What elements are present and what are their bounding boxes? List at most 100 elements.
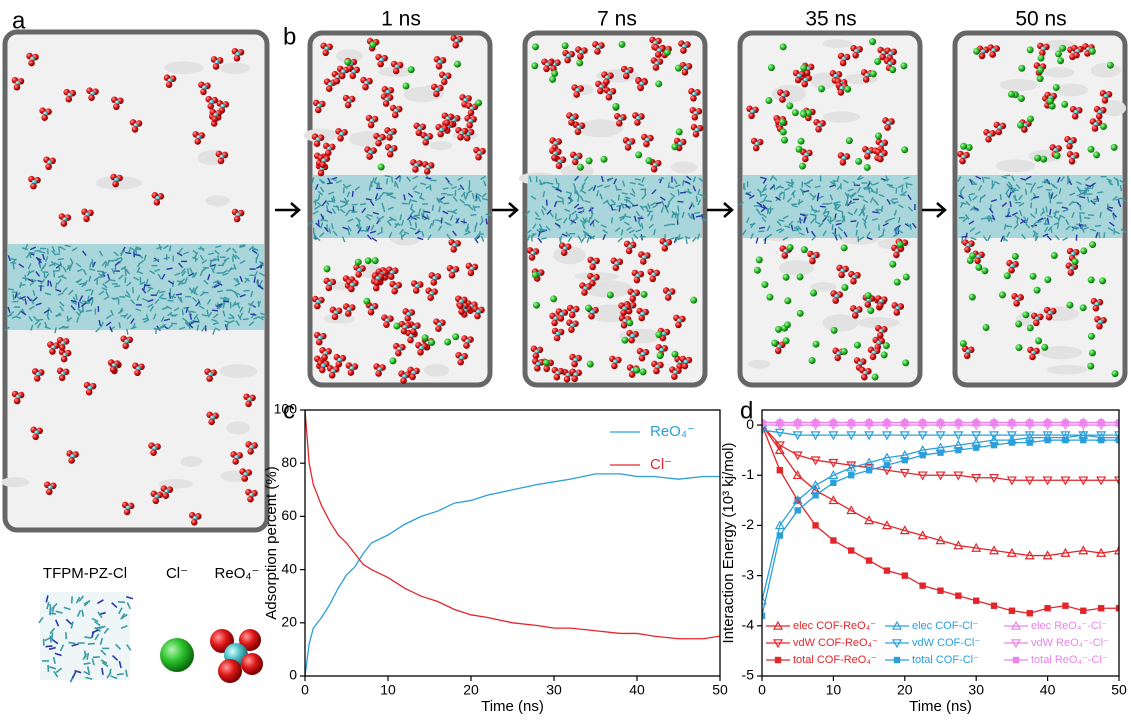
legend-item: total ReO₄⁻-Cl⁻ [1004,654,1108,666]
cof-bond [766,201,772,202]
chart: 01020304050020406080100Time (ns)Adsorpti… [263,401,728,715]
cl-ion [600,156,607,163]
o-atom [1102,97,1109,104]
o-atom [690,95,697,102]
plot-area [305,410,720,676]
cl-ion [775,326,782,333]
cof-bond [1015,195,1016,201]
o-atom [832,297,839,304]
cl-ion [532,43,539,50]
cof-bond [352,204,358,205]
cl-ion [403,83,410,90]
o-atom [247,448,254,455]
o-atom [863,76,870,83]
o-atom [319,367,326,374]
o-atom [985,136,992,143]
o-atom [407,337,414,344]
o-atom [611,363,618,370]
cof-bond [210,260,216,261]
o-atom [572,159,579,166]
o-atom [366,153,373,160]
o-atom [551,320,558,327]
water-texture [823,39,853,48]
o-atom [49,348,56,355]
o-atom [218,158,225,165]
o-atom [568,326,575,333]
o-atom [840,60,847,67]
o-atom [564,376,571,383]
cof-layer [313,175,487,238]
o-atom [422,139,429,146]
o-atom [637,85,644,92]
marker [991,442,997,448]
plot-area [758,419,1123,619]
cl-ion [1089,48,1096,55]
o-atom [61,356,68,363]
cof-bond [1017,218,1018,224]
legend-item: Cl⁻ [610,456,672,473]
water-texture [220,63,250,74]
cl-ion [831,327,838,334]
cl-ion [344,59,351,66]
cl-ion [797,310,804,317]
o-atom [616,120,623,127]
marker [1027,419,1033,425]
o-atom [588,313,595,320]
o-atom [206,375,213,382]
cl-ion [1034,287,1041,294]
o-atom [410,328,417,335]
cl-ion [784,297,791,304]
o-atom [348,286,355,293]
cof-bond [1004,175,1010,176]
cof-bond [69,642,76,643]
cof-bond [401,234,402,240]
cl-ion [664,49,671,56]
cof-bond [114,286,120,287]
marker [812,522,818,528]
o-atom [1096,323,1103,330]
arrow [922,203,945,217]
o-atom [893,252,900,259]
component-label: Cl⁻ [166,565,188,582]
snapshot-time: 50 ns [1015,8,1066,31]
o-atom [564,57,571,64]
cl-ion [690,297,697,304]
cof-bond [1097,192,1103,193]
cl-ion [1015,320,1022,327]
o-atom [815,126,822,133]
cl-ion [444,338,451,345]
marker [919,582,925,588]
cl-ion [1004,272,1011,279]
cl-ion [587,361,594,368]
o-atom [475,154,482,161]
cl-ion [1080,304,1087,311]
o-atom [355,271,362,278]
cl-ion [809,357,816,364]
cl-ion [813,341,820,348]
o-atom [861,374,868,381]
y-tick-label: 80 [281,454,297,470]
o-atom [1066,143,1073,150]
marker [894,657,900,663]
o-atom [61,220,68,227]
cl-ion [784,321,791,328]
cof-bond [486,218,487,224]
x-tick-label: 0 [758,682,766,698]
o-atom [218,659,242,683]
cl-ion [1027,115,1034,122]
marker [1062,437,1068,443]
marker [884,462,890,468]
o-atom [388,273,395,280]
snapshot [1,32,267,530]
cof-bond [432,205,433,211]
cl-ion [810,290,817,297]
cof-bond [563,198,564,204]
o-atom [534,365,541,372]
o-atom [1029,354,1036,361]
water-texture [1047,365,1088,374]
marker [902,572,908,578]
legend-item: ReO₄⁻ [610,423,695,440]
water-texture [671,161,697,173]
cl-ion [1099,277,1106,284]
legend-label: elec COF-Cl⁻ [912,620,979,632]
